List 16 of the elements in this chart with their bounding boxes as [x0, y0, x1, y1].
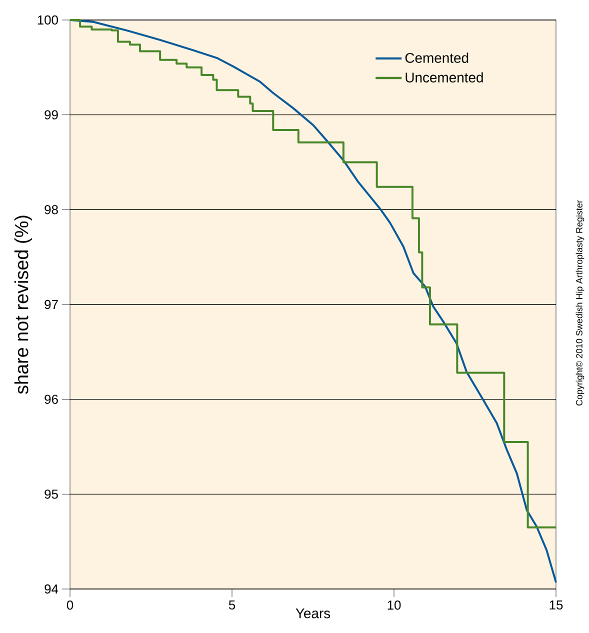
y-tick-label: 97: [44, 300, 58, 310]
x-tick-label: 5: [228, 600, 236, 610]
y-axis-title: share not revised (%): [14, 216, 32, 394]
y-tick-label: 95: [44, 490, 58, 499]
legend-label: Uncemented: [406, 72, 483, 82]
legend-label: Cemented: [405, 52, 468, 63]
y-tick-label: 99: [44, 110, 58, 120]
x-tick-label: 15: [550, 600, 563, 610]
y-tick-label: 96: [44, 394, 58, 404]
x-axis-title: Years: [296, 608, 330, 618]
y-tick-label: 94: [44, 584, 58, 594]
x-tick-label: 0: [66, 600, 74, 610]
text: Copyright© 2010 Swedish Hip Arthroplasty Register: [576, 200, 584, 406]
x-tick-label: 10: [388, 600, 401, 610]
y-tick-label: 98: [44, 205, 58, 214]
y-tick-label: 100: [38, 15, 58, 25]
